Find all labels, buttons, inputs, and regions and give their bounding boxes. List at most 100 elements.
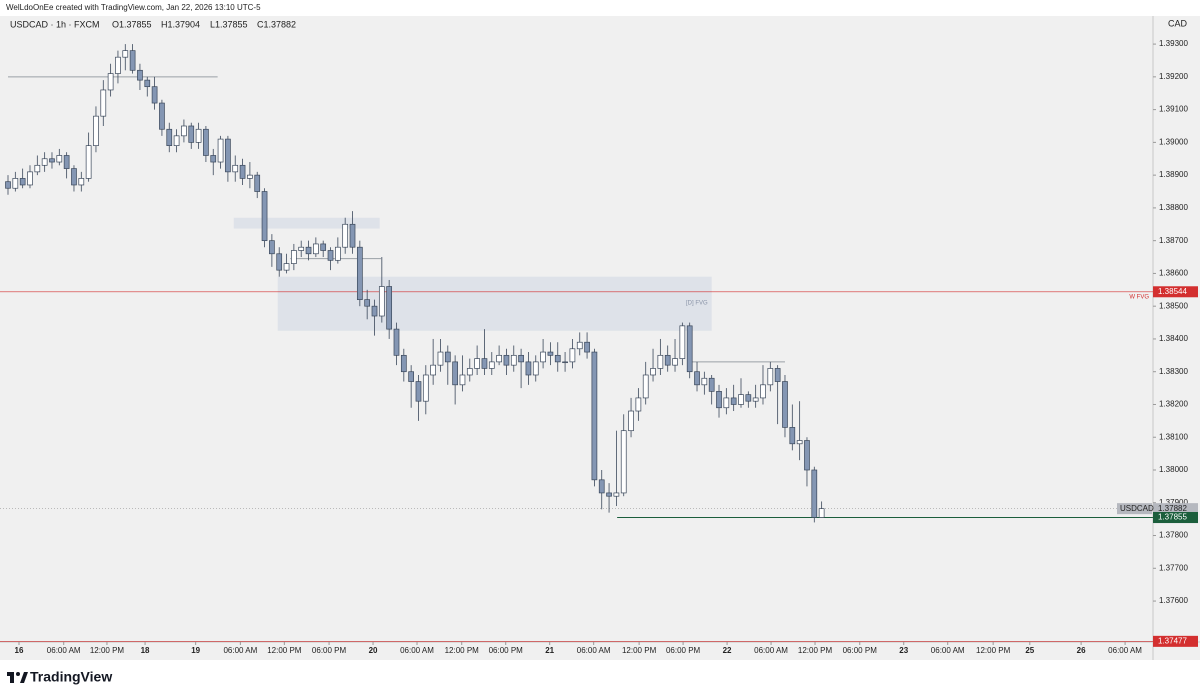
- candle-body: [327, 250, 334, 261]
- candle-body: [569, 348, 576, 363]
- candle-body: [554, 354, 561, 363]
- candle-body: [371, 305, 378, 317]
- candle-body: [664, 354, 671, 366]
- brand: TradingView: [30, 669, 112, 685]
- candle-body: [818, 508, 825, 518]
- candle-body: [181, 125, 187, 137]
- x-tick-label: 12:00 PM: [976, 646, 1011, 655]
- candle-body: [93, 115, 99, 147]
- candle-body: [752, 397, 759, 402]
- candle-body: [305, 246, 312, 255]
- chart-background: [0, 16, 1200, 660]
- x-tick-label: 22: [723, 646, 732, 655]
- y-tick-label: 1.38800: [1159, 203, 1188, 212]
- candle-body: [217, 138, 224, 163]
- y-tick-label: 1.38200: [1159, 400, 1188, 409]
- candle-body: [686, 325, 693, 373]
- x-tick-label: 06:00 AM: [400, 646, 434, 655]
- y-tick-label: 1.38000: [1159, 465, 1188, 474]
- candle-body: [701, 377, 708, 386]
- candle-body: [745, 394, 752, 402]
- candle-body: [694, 371, 700, 386]
- candle-body: [247, 174, 253, 179]
- x-tick-label: 06:00 PM: [843, 646, 878, 655]
- candle-body: [774, 368, 781, 382]
- candle-body: [525, 361, 532, 376]
- x-tick-label: 12:00 PM: [90, 646, 125, 655]
- candle-body: [12, 178, 19, 189]
- candle-body: [254, 174, 261, 192]
- candle-body: [291, 250, 297, 264]
- y-tick-label: 1.39200: [1159, 72, 1188, 81]
- candle-body: [63, 155, 70, 169]
- candle-body: [188, 125, 195, 143]
- candle-body: [393, 328, 400, 356]
- x-tick-label: 06:00 AM: [931, 646, 965, 655]
- candle-body: [386, 286, 393, 330]
- candle-body: [811, 469, 818, 518]
- y-tick-label: 1.38300: [1159, 367, 1188, 376]
- candle-body: [672, 358, 678, 366]
- candle-body: [19, 178, 26, 186]
- candle-body: [635, 397, 642, 412]
- candle-body: [591, 351, 598, 481]
- y-tick-label: 1.38400: [1159, 334, 1188, 343]
- candle-body: [628, 410, 634, 432]
- x-tick-label: 16: [15, 646, 24, 655]
- candle-body: [547, 351, 554, 356]
- candle-body: [679, 325, 686, 359]
- candle-body: [767, 368, 774, 386]
- y-tick-label: 1.38500: [1159, 301, 1188, 310]
- candle-body: [27, 171, 33, 186]
- candle-body: [203, 128, 209, 156]
- candle-body: [576, 341, 583, 350]
- zone: [233, 217, 380, 229]
- x-tick-label: 12:00 PM: [267, 646, 302, 655]
- candle-body: [496, 354, 502, 363]
- price-tag-name: W FVG: [1129, 294, 1149, 300]
- candle-body: [760, 384, 766, 399]
- candle-body: [708, 377, 715, 392]
- x-tick-label: 06:00 PM: [489, 646, 524, 655]
- candle-body: [650, 368, 656, 376]
- candle-body: [422, 374, 429, 402]
- candle-body: [349, 223, 356, 248]
- y-tick-label: 1.38700: [1159, 236, 1188, 245]
- x-tick-label: 06:00 AM: [223, 646, 257, 655]
- x-tick-label: 12:00 PM: [445, 646, 480, 655]
- candle-body: [598, 479, 605, 494]
- candle-body: [269, 240, 275, 255]
- candle-body: [34, 164, 41, 173]
- candle-body: [115, 56, 121, 74]
- candle-body: [444, 351, 451, 363]
- candle-body: [532, 361, 539, 376]
- candle-body: [488, 361, 495, 369]
- price-tag-label: 1.38544: [1158, 287, 1187, 296]
- logo: [7, 672, 28, 683]
- candle-body: [276, 253, 283, 271]
- candle-body: [804, 440, 810, 471]
- y-tick-label: 1.37600: [1159, 596, 1188, 605]
- candle-body: [584, 341, 590, 353]
- candle-body: [335, 246, 341, 261]
- candle-body: [320, 243, 327, 251]
- candle-body: [562, 361, 568, 364]
- candle-body: [723, 397, 730, 409]
- x-tick-label: 12:00 PM: [798, 646, 833, 655]
- candle-body: [364, 299, 371, 307]
- candle-body: [452, 361, 458, 386]
- candle-body: [173, 135, 180, 147]
- y-tick-label: 1.39000: [1159, 137, 1188, 146]
- candle-body: [137, 69, 143, 81]
- candle-body: [730, 397, 737, 405]
- candle-body: [459, 374, 466, 386]
- candle-body: [313, 243, 319, 255]
- x-tick-label: 06:00 AM: [47, 646, 81, 655]
- ohlc-low: L1.37855: [210, 19, 248, 29]
- candle-body: [195, 128, 202, 143]
- zone-label: [D] FVG: [686, 300, 708, 306]
- candle-body: [159, 102, 165, 130]
- candle-body: [261, 191, 268, 242]
- symbol-tag-label: USDCAD: [1120, 504, 1154, 513]
- price-tag: [1153, 512, 1198, 524]
